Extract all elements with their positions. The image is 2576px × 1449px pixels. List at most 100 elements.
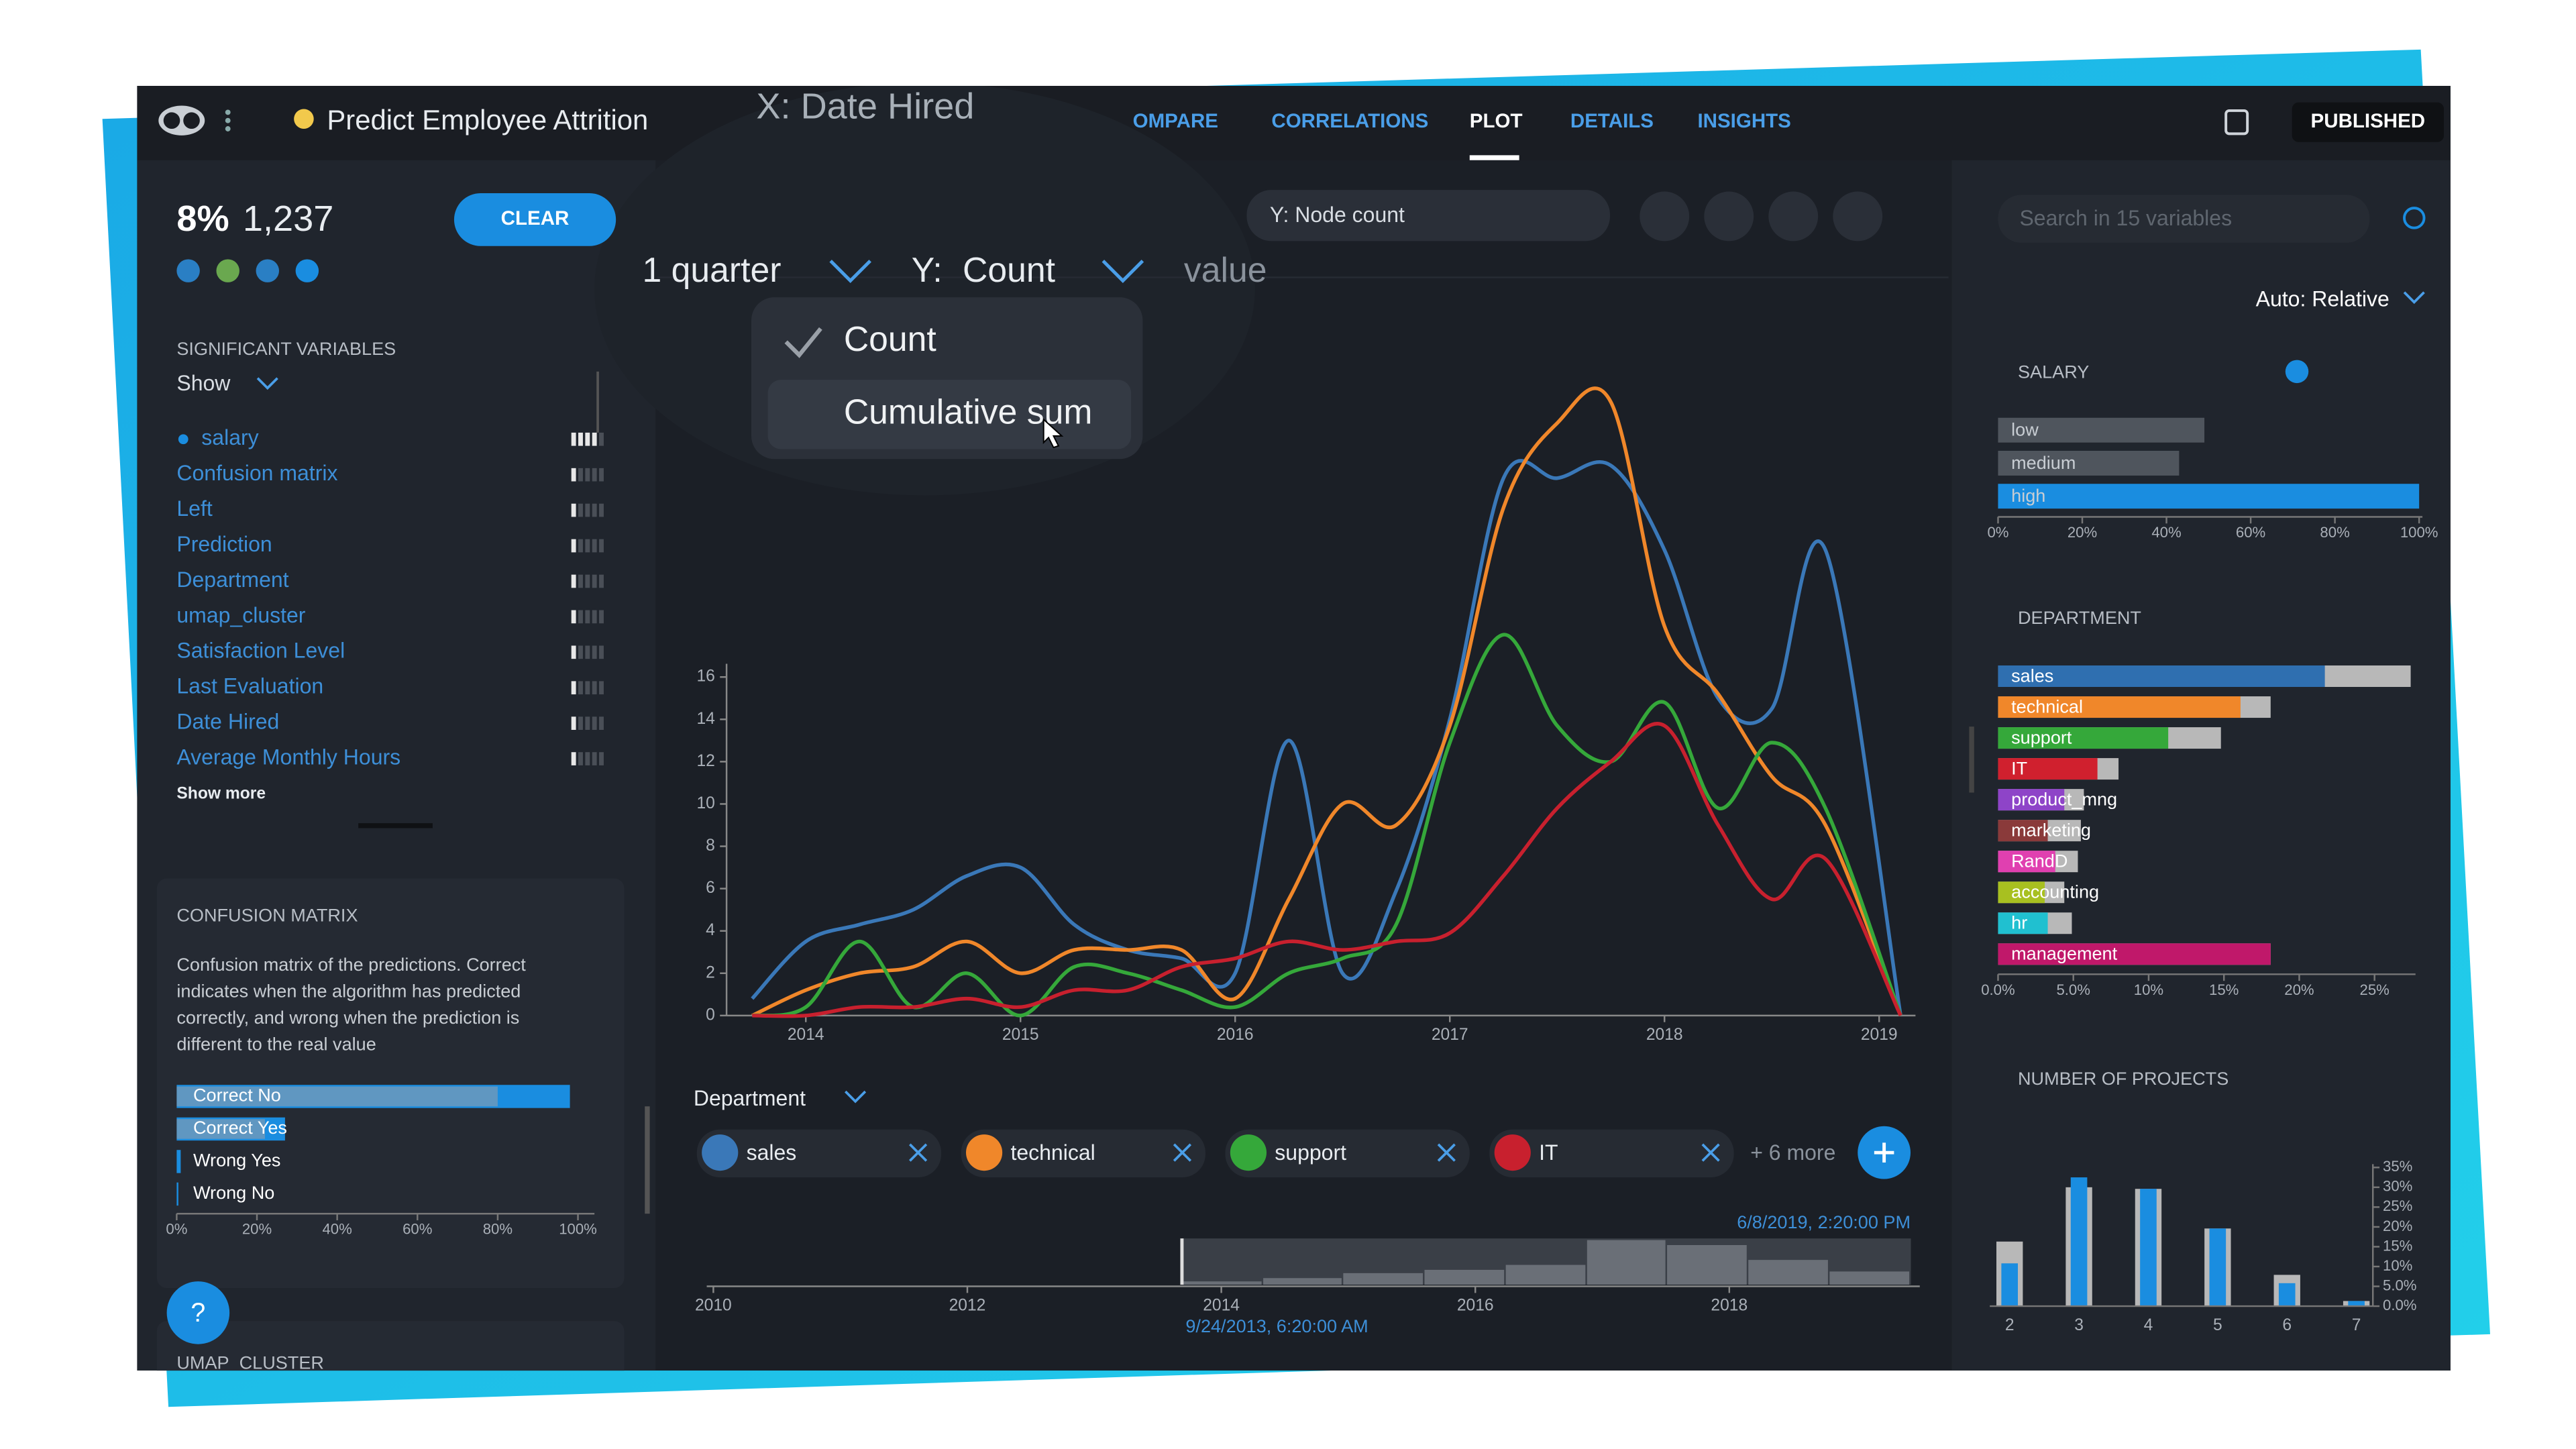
toolbar-button[interactable] xyxy=(1833,191,1883,241)
importance-slot xyxy=(592,645,597,659)
variable-link[interactable]: Left xyxy=(176,496,212,521)
filter-icon[interactable] xyxy=(216,259,239,282)
more-label: + 6 more xyxy=(1750,1140,1835,1165)
variable-link[interactable]: Prediction xyxy=(176,532,272,556)
settings-icon[interactable] xyxy=(2403,207,2426,229)
importance-slot xyxy=(578,610,583,624)
legend-chip[interactable] xyxy=(1225,1129,1470,1178)
nav-tab[interactable]: INSIGHTS xyxy=(1697,110,1790,132)
legend-label: technical xyxy=(1010,1140,1095,1165)
variable-link[interactable]: Confusion matrix xyxy=(176,461,337,485)
trash-icon[interactable] xyxy=(2224,109,2249,136)
importance-slot xyxy=(578,681,583,695)
bar xyxy=(1998,451,2180,476)
importance-cell xyxy=(571,503,576,517)
y-tick-label: 4 xyxy=(706,921,715,939)
x-tick-label: 80% xyxy=(483,1221,513,1238)
importance-cell xyxy=(578,432,583,446)
nav-tab[interactable]: CORRELATIONS xyxy=(1271,110,1428,132)
chevron[interactable] xyxy=(2403,291,2425,305)
clear-button[interactable] xyxy=(453,193,616,246)
importance-slot xyxy=(585,752,590,765)
variable-link[interactable]: umap_cluster xyxy=(176,603,305,627)
variable-link[interactable]: Department xyxy=(176,568,288,592)
variable-link[interactable]: Satisfaction Level xyxy=(176,639,345,663)
chevron[interactable] xyxy=(829,260,871,283)
filter-icon[interactable] xyxy=(295,259,319,282)
y-tick-label: 6 xyxy=(706,879,715,897)
x-tick-label: 2014 xyxy=(788,1026,824,1044)
top-bar xyxy=(137,86,2451,160)
importance-cell xyxy=(571,610,576,624)
bar-label: Correct No xyxy=(193,1085,281,1106)
interval-select: 1 quarter xyxy=(643,250,782,289)
search-box[interactable] xyxy=(1998,195,2370,243)
histogram-bar xyxy=(1343,1273,1424,1285)
x-tick-label: 2018 xyxy=(1711,1297,1748,1315)
x-tick-label: 3 xyxy=(2074,1316,2084,1334)
variable-link[interactable]: salary xyxy=(201,425,258,449)
x-tick-label: 6 xyxy=(2282,1316,2292,1334)
bar-selected xyxy=(1998,665,2325,687)
x-tick-label: 2014 xyxy=(1203,1297,1240,1315)
range-end: 6/8/2019, 2:20:00 PM xyxy=(1737,1212,1911,1232)
x-tick-label: 4 xyxy=(2144,1316,2153,1334)
x-tick-label: 0.0% xyxy=(1981,981,2015,998)
x-tick-label: 20% xyxy=(2068,524,2097,541)
legend-chip[interactable] xyxy=(1489,1129,1734,1178)
y-tick-label: 20% xyxy=(2383,1218,2412,1234)
show-select: Show xyxy=(176,371,231,395)
nav-tab[interactable]: PLOT xyxy=(1470,110,1523,132)
filter-icon[interactable] xyxy=(176,259,200,282)
section-title: SALARY xyxy=(2018,361,2089,382)
chevron[interactable] xyxy=(845,1090,867,1104)
nav-tab[interactable]: DETAILS xyxy=(1570,110,1654,132)
remove-icon[interactable] xyxy=(1173,1143,1192,1162)
remove-icon[interactable] xyxy=(1437,1143,1456,1162)
bar-selected xyxy=(1998,943,2271,965)
bar-label: accounting xyxy=(2011,881,2099,902)
importance-slot xyxy=(599,681,604,695)
x-tick-label: 25% xyxy=(2360,981,2390,998)
histogram-bar xyxy=(1667,1245,1747,1285)
x-tick-label: 2 xyxy=(2005,1316,2015,1334)
variable-link[interactable]: Average Monthly Hours xyxy=(176,745,400,769)
importance-slot xyxy=(578,503,583,517)
histogram-bar xyxy=(1263,1278,1342,1285)
menu-dot[interactable] xyxy=(225,109,231,115)
y-tick-label: 2 xyxy=(706,963,715,981)
menu-item[interactable]: Cumulative sum xyxy=(844,392,1093,431)
remove-icon[interactable] xyxy=(1701,1143,1720,1162)
logo-eye xyxy=(163,112,180,129)
remove-icon[interactable] xyxy=(909,1143,928,1162)
card-title: CONFUSION MATRIX xyxy=(176,904,358,925)
menu-item[interactable]: Count xyxy=(844,319,936,358)
filter-icon[interactable] xyxy=(2285,360,2309,384)
importance-slot xyxy=(599,468,604,482)
help-button[interactable] xyxy=(166,1281,230,1344)
nav-tab[interactable]: OMPARE xyxy=(1133,110,1218,132)
toolbar-button[interactable] xyxy=(1640,191,1690,241)
variable-link[interactable]: Date Hired xyxy=(176,710,279,734)
importance-cell xyxy=(571,645,576,659)
legend-chip[interactable] xyxy=(961,1129,1205,1178)
toolbar-button[interactable] xyxy=(1704,191,1754,241)
filter-icon[interactable] xyxy=(256,259,279,282)
y-prefix: Y: xyxy=(912,250,943,289)
importance-slot xyxy=(599,432,604,446)
histogram-bar xyxy=(1587,1240,1666,1285)
importance-slot xyxy=(599,503,604,517)
bar xyxy=(1998,484,2420,509)
node-select[interactable] xyxy=(1246,190,1610,241)
chevron[interactable] xyxy=(1102,260,1144,283)
x-tick-label: 2010 xyxy=(695,1297,732,1315)
x-tick-label: 20% xyxy=(2284,981,2314,998)
chevron xyxy=(256,377,278,390)
legend-chip[interactable] xyxy=(696,1129,942,1178)
importance-slot xyxy=(585,503,590,517)
bar-selected xyxy=(1998,820,2048,842)
publish-button[interactable] xyxy=(2292,102,2445,142)
toolbar-button[interactable] xyxy=(1768,191,1819,241)
variable-link[interactable]: Last Evaluation xyxy=(176,674,323,698)
